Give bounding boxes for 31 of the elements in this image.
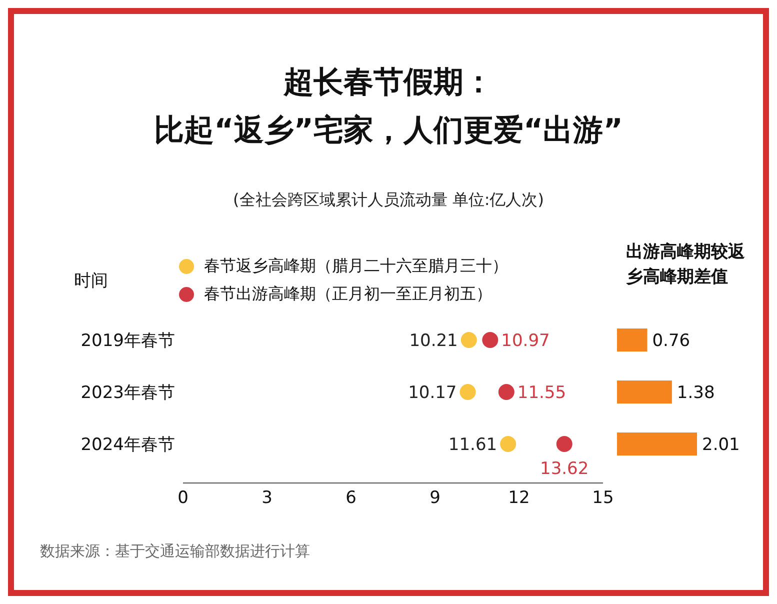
data-label: 13.62 [540,459,589,479]
legend-label: 春节返乡高峰期（腊月二十六至腊月三十） [204,255,508,277]
source-note: 数据来源：基于交通运输部数据进行计算 [40,542,310,561]
data-label: 11.55 [517,383,566,403]
x-tick-label: 15 [592,488,614,508]
y-tick-label: 2023年春节 [80,383,175,404]
y-axis-title: 时间 [74,270,108,292]
y-tick-label: 2024年春节 [80,435,175,456]
data-label: 2.01 [702,435,740,456]
chart-subtitle: (全社会跨区域累计人员流动量 单位:亿人次) [232,190,545,211]
legend-label: 春节出游高峰期（正月初一至正月初五） [204,283,492,305]
x-tick-label: 0 [178,488,188,508]
point [500,436,516,452]
x-tick-label: 3 [262,488,272,508]
data-label: 10.97 [501,331,550,351]
data-label: 1.38 [676,383,715,404]
point [498,384,514,400]
y-tick-label: 2019年春节 [80,331,175,352]
chart-title: 超长春节假期：比起“返乡”宅家，人们更爱“出游” [153,64,624,150]
x-tick-label: 6 [346,488,356,508]
data-label: 11.61 [448,435,498,455]
point [556,436,572,452]
point [460,384,476,400]
data-label: 10.17 [408,383,457,403]
data-label: 10.21 [409,331,458,351]
point [482,332,498,348]
x-tick-label: 12 [508,488,530,508]
data-label: 0.76 [652,331,690,352]
x-tick-label: 9 [430,488,440,508]
point [460,332,477,348]
chart-title: 出游高峰期较返乡高峰期差值 [626,241,746,289]
